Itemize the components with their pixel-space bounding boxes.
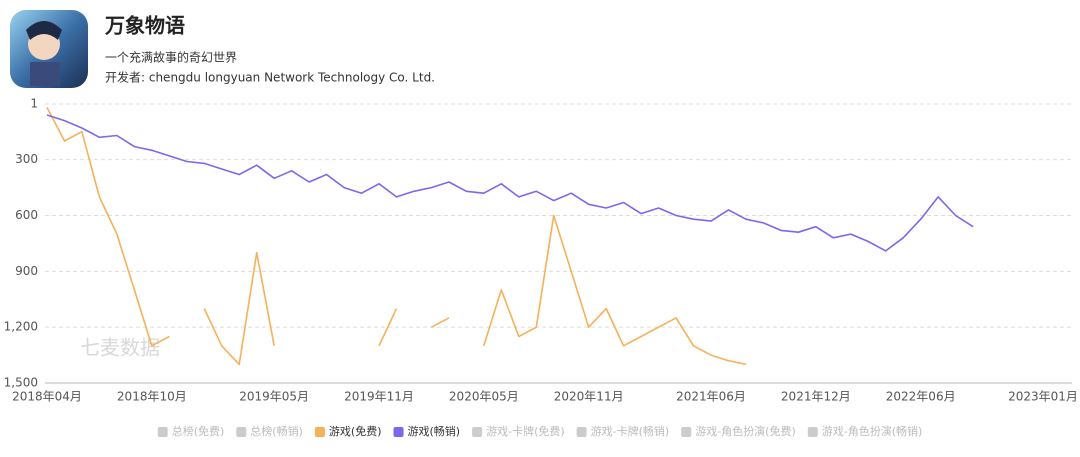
y-tick-label: 1,200 [4, 320, 38, 334]
legend-swatch [314, 427, 325, 437]
x-tick-label: 2023年01月 [1008, 390, 1078, 404]
legend: 总榜(免费) 总榜(畅销) 游戏(免费) 游戏(畅销) 游戏-卡牌(免费) 游戏-卡牌(畅… [157, 424, 923, 438]
x-tick-label: 2022年06月 [886, 390, 956, 404]
legend-item[interactable]: 游戏-角色扮演(免费) [681, 424, 796, 438]
series-line [46, 114, 974, 252]
app-icon [10, 10, 88, 88]
legend-label: 总榜(免费) [172, 424, 225, 438]
app-title: 万象物语 [104, 14, 185, 38]
legend-item[interactable]: 游戏(免费) [314, 424, 382, 438]
x-tick-label: 2020年05月 [449, 390, 519, 404]
legend-label: 游戏-角色扮演(免费) [695, 424, 796, 438]
x-tick-label: 2021年06月 [676, 390, 746, 404]
x-tick-label: 2018年04月 [12, 390, 82, 404]
legend-item[interactable]: 游戏(畅销) [393, 424, 461, 438]
legend-label: 游戏-卡牌(畅销) [591, 424, 670, 438]
legend-item[interactable]: 游戏-卡牌(免费) [472, 424, 565, 438]
legend-swatch [807, 427, 818, 437]
app-developer: 开发者: chengdu longyuan Network Technology… [105, 70, 435, 85]
legend-swatch [472, 427, 483, 437]
x-tick-label: 2019年05月 [239, 390, 309, 404]
legend-label: 总榜(畅销) [250, 424, 303, 438]
series-line [47, 108, 903, 365]
legend-swatch [157, 427, 168, 437]
legend-item[interactable]: 总榜(畅销) [236, 424, 303, 438]
legend-label: 游戏(免费) [329, 424, 382, 438]
legend-label: 游戏(畅销) [408, 424, 461, 438]
x-tick-label: 2019年11月 [344, 390, 414, 404]
legend-label: 游戏-卡牌(免费) [486, 424, 565, 438]
y-tick-label: 900 [15, 264, 38, 278]
x-tick-label: 2021年12月 [781, 390, 851, 404]
x-tick-label: 2018年10月 [117, 390, 187, 404]
app-subtitle: 一个充满故事的奇幻世界 [105, 50, 237, 65]
legend-swatch [393, 427, 404, 437]
legend-item[interactable]: 总榜(免费) [157, 424, 225, 438]
legend-swatch [236, 427, 247, 437]
legend-item[interactable]: 游戏-角色扮演(畅销) [807, 424, 923, 438]
legend-item[interactable]: 游戏-卡牌(畅销) [576, 424, 670, 438]
x-tick-label: 2020年11月 [554, 390, 624, 404]
legend-label: 游戏-角色扮演(畅销) [822, 424, 923, 438]
legend-swatch [681, 427, 692, 437]
watermark: 七麦数据 [80, 336, 160, 360]
y-tick-label: 1,500 [4, 376, 38, 390]
y-tick-label: 600 [15, 208, 38, 222]
y-tick-label: 300 [15, 152, 38, 166]
y-tick-label: 1 [30, 97, 38, 111]
legend-swatch [576, 427, 587, 437]
